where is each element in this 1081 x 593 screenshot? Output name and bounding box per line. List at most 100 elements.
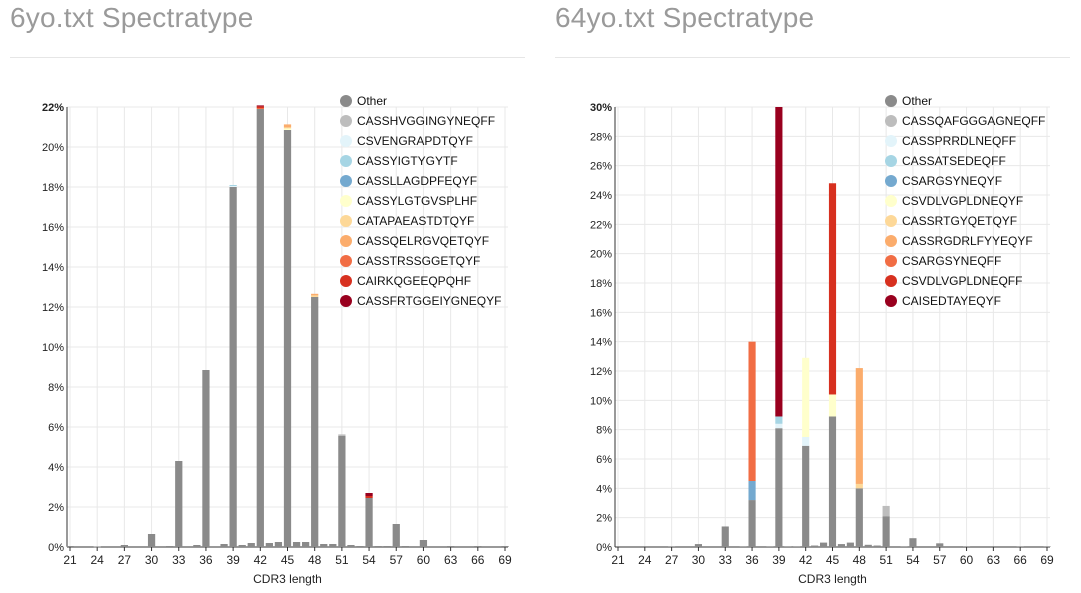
bar-segment[interactable] [819,542,828,547]
bar-segment[interactable] [882,505,890,517]
bar-segment[interactable] [793,546,801,547]
legend-item[interactable]: CASSQELRGVQETQYF [340,234,489,248]
bar-segment[interactable] [283,130,292,547]
bar-segment[interactable] [474,546,482,547]
bar-segment[interactable] [66,546,74,547]
bar-segment[interactable] [338,434,346,436]
bar-segment[interactable] [802,357,810,437]
bar-segment[interactable] [256,109,264,547]
legend-item[interactable]: CASSYIGTYGYTF [340,154,458,168]
bar-segment[interactable] [320,544,328,547]
bar-segment[interactable] [311,293,319,296]
bar-segment[interactable] [766,546,774,547]
bar-segment[interactable] [283,127,292,129]
legend-item[interactable]: CAIRKQGEEQPQHF [340,274,471,288]
bar-segment[interactable] [1016,546,1024,547]
bar-segment[interactable] [855,368,863,484]
bar-segment[interactable] [175,461,183,547]
bar-segment[interactable] [721,526,729,547]
bar-segment[interactable] [229,185,237,186]
legend-item[interactable]: CASSPRRDLNEQFF [885,134,1016,148]
bar-segment[interactable] [311,297,319,547]
bar-segment[interactable] [120,545,128,547]
bar-segment[interactable] [229,186,237,187]
bar-segment[interactable] [392,524,400,547]
bar-segment[interactable] [256,106,264,108]
bar-segment[interactable] [739,546,747,547]
legend-item[interactable]: CSVDLVGPLDNEQYF [885,194,1023,208]
bar-segment[interactable] [229,187,237,547]
bar-segment[interactable] [748,341,756,481]
legend-item[interactable]: Other [340,94,387,108]
bar-segment[interactable] [775,416,783,424]
bar-segment[interactable] [855,483,863,489]
bar-segment[interactable] [383,546,391,547]
bar-segment[interactable] [802,437,810,446]
bar-segment[interactable] [202,370,210,547]
bar-segment[interactable] [802,445,810,547]
legend-item[interactable]: CASSRTGYQETQYF [885,214,1017,228]
bar-segment[interactable] [256,105,264,107]
bar-segment[interactable] [292,542,301,547]
legend-item[interactable]: CASSQAFGGGAGNEQFF [885,114,1045,128]
bar-segment[interactable] [374,546,382,547]
bar-segment[interactable] [338,436,346,547]
bar-segment[interactable] [247,543,255,547]
bar-segment[interactable] [900,546,908,547]
legend-item[interactable]: CSVDLVGPLDNEQFF [885,274,1022,288]
bar-segment[interactable] [447,546,455,547]
bar-segment[interactable] [166,546,174,547]
bar-segment[interactable] [909,538,917,547]
bar-segment[interactable] [419,540,428,547]
bar-segment[interactable] [748,500,756,547]
bar-segment[interactable] [962,546,971,547]
bar-segment[interactable] [748,481,756,501]
bar-segment[interactable] [873,545,881,547]
bar-segment[interactable] [775,428,783,547]
legend-item[interactable]: CATAPAEASTDTQYF [340,214,474,228]
bar-segment[interactable] [365,496,373,498]
bar-segment[interactable] [238,545,246,547]
bar-segment[interactable] [283,124,292,128]
legend-item[interactable]: CASSTRSSGGETQYF [340,254,480,268]
legend-item[interactable]: Other [885,94,932,108]
bar-segment[interactable] [356,546,364,547]
bar-segment[interactable] [93,546,101,548]
bar-segment[interactable] [668,546,676,547]
bar-segment[interactable] [828,416,837,547]
legend-item[interactable]: CSVENGRAPDTQYF [340,134,473,148]
legend-item[interactable]: CASSYLGTGVSPLHF [340,194,477,208]
legend-item[interactable]: CASSATSEDEQFF [885,154,1006,168]
bar-segment[interactable] [811,545,819,547]
bar-segment[interactable] [775,423,783,429]
bar-segment[interactable] [936,543,944,547]
bar-segment[interactable] [193,545,201,547]
bar-segment[interactable] [256,108,264,109]
bar-segment[interactable] [784,546,792,547]
bar-segment[interactable] [401,546,409,547]
bar-segment[interactable] [220,544,228,547]
bar-segment[interactable] [837,544,846,547]
bar-segment[interactable] [828,394,837,417]
bar-segment[interactable] [265,543,273,547]
legend-item[interactable]: CSARGSYNEQYF [885,174,1002,188]
bar-segment[interactable] [365,498,373,547]
bar-segment[interactable] [775,107,783,417]
bar-segment[interactable] [864,544,872,547]
legend-item[interactable]: CASSLLAGDPFEQYF [340,174,477,188]
legend-item[interactable]: CAISEDTAYEQYF [885,294,1001,308]
bar-segment[interactable] [365,493,373,496]
bar-segment[interactable] [855,488,863,547]
bar-segment[interactable] [302,542,310,547]
bar-segment[interactable] [147,534,156,547]
bar-segment[interactable] [501,546,509,547]
bar-segment[interactable] [311,295,319,297]
bar-segment[interactable] [882,516,890,547]
legend-item[interactable]: CASSRGDRLFYYEQYF [885,234,1033,248]
bar-segment[interactable] [347,545,355,547]
legend-item[interactable]: CASSHVGGINGYNEQFF [340,114,495,128]
bar-segment[interactable] [283,128,292,130]
bar-segment[interactable] [846,542,854,547]
bar-segment[interactable] [694,544,703,547]
bar-segment[interactable] [274,542,283,547]
